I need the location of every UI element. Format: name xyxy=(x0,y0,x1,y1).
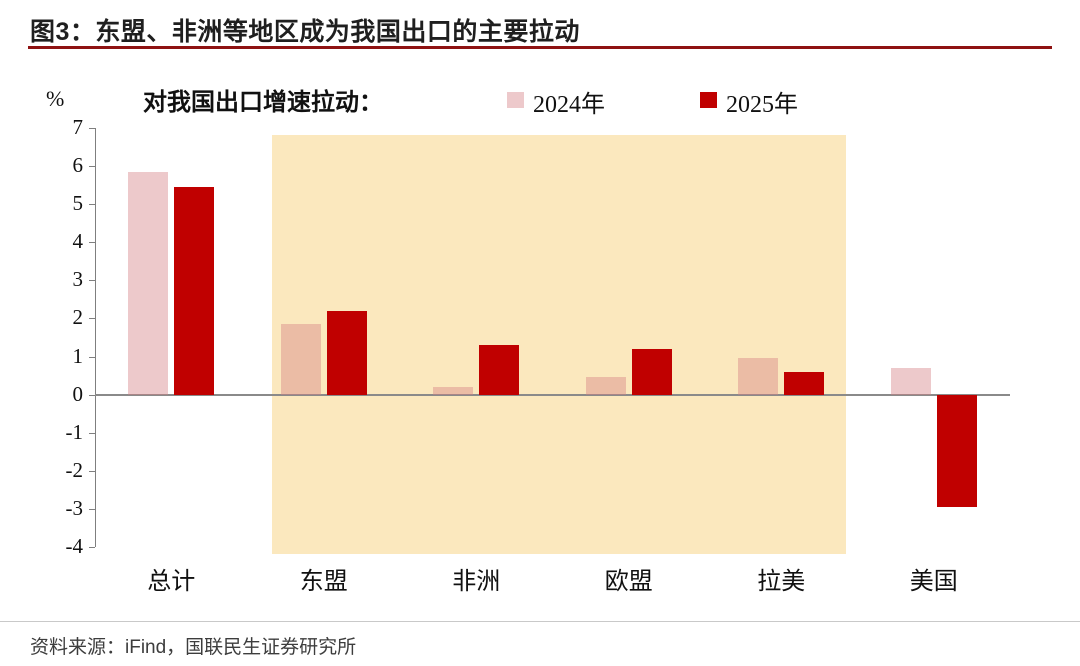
zero-line xyxy=(95,394,1010,396)
y-tick-label: 4 xyxy=(72,229,84,254)
bar-series1-cat4 xyxy=(784,371,825,395)
y-tick-mark xyxy=(89,508,95,510)
x-category-label: 东盟 xyxy=(299,569,348,595)
bar-series0-cat2 xyxy=(433,387,474,395)
x-category-label: 欧盟 xyxy=(604,569,653,595)
y-tick-label: 7 xyxy=(72,115,84,139)
bar-series0-cat5 xyxy=(890,367,931,395)
bar-series1-cat1 xyxy=(326,310,367,395)
figure-title: 图3：东盟、非洲等地区成为我国出口的主要拉动 xyxy=(30,18,580,46)
bar-series1-cat0 xyxy=(174,187,215,395)
y-axis-line xyxy=(95,128,96,547)
footer-divider xyxy=(0,621,1080,622)
y-tick-label: 6 xyxy=(72,153,84,178)
y-tick-mark xyxy=(89,280,95,282)
legend-label-2025: 2025年 xyxy=(726,92,798,118)
y-unit-label: % xyxy=(46,86,65,111)
legend-label-2024: 2024年 xyxy=(533,92,605,118)
y-tick-mark xyxy=(89,128,95,129)
y-tick-mark xyxy=(89,242,95,244)
y-tick-mark xyxy=(89,318,95,320)
y-tick-label: 0 xyxy=(72,381,84,406)
y-tick-label: -4 xyxy=(65,534,84,558)
y-tick-mark xyxy=(89,394,95,396)
y-tick-mark xyxy=(89,166,95,168)
x-category-label: 拉美 xyxy=(757,569,806,595)
y-tick-mark xyxy=(89,547,95,548)
x-category-label: 总计 xyxy=(147,569,196,595)
y-tick-label: 2 xyxy=(72,305,84,330)
y-tick-label: 3 xyxy=(72,267,84,292)
y-tick-label: -3 xyxy=(65,495,84,520)
legend-swatch-2024 xyxy=(507,92,524,108)
highlight-region xyxy=(271,135,847,554)
y-tick-label: -1 xyxy=(65,419,84,444)
x-category-label: 非洲 xyxy=(452,569,501,595)
title-underline xyxy=(28,46,1052,49)
bar-series1-cat2 xyxy=(479,345,520,395)
y-tick-label: 1 xyxy=(72,343,84,368)
y-tick-mark xyxy=(89,356,95,358)
bar-series0-cat0 xyxy=(128,171,169,395)
x-category-label: 美国 xyxy=(909,569,958,595)
y-tick-mark xyxy=(89,470,95,472)
y-tick-label: 5 xyxy=(72,191,84,216)
legend-swatch-2025 xyxy=(700,92,717,108)
bar-series0-cat3 xyxy=(585,377,626,395)
y-tick-mark xyxy=(89,204,95,206)
bar-series0-cat4 xyxy=(738,358,779,395)
source-note: 资料来源：iFind，国联民生证券研究所 xyxy=(30,637,357,658)
legend-title: 对我国出口增速拉动： xyxy=(143,89,383,116)
y-tick-mark xyxy=(89,432,95,434)
bar-series1-cat5 xyxy=(936,394,977,507)
bar-series0-cat1 xyxy=(280,324,321,395)
y-tick-label: -2 xyxy=(65,457,84,482)
bar-series1-cat3 xyxy=(631,348,672,395)
